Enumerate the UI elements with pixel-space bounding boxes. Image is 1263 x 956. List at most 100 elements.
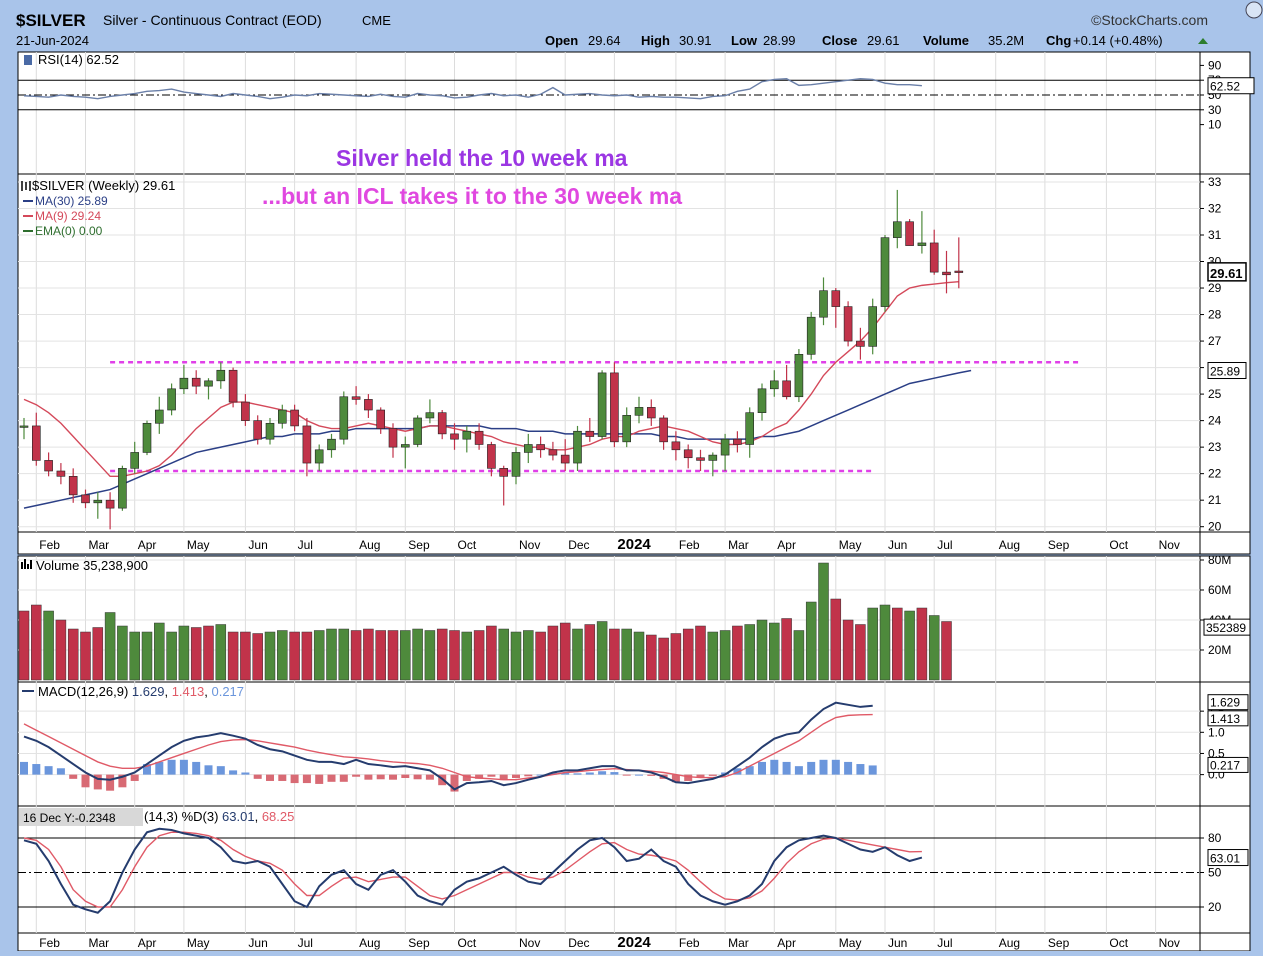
macd-histogram-bar — [561, 772, 570, 775]
rsi-panel-axis — [1199, 51, 1251, 175]
price-tick-label: 32 — [1208, 201, 1222, 215]
candle-body — [585, 430, 595, 437]
volume-bar — [523, 630, 534, 681]
month-label-upper: May — [187, 538, 210, 552]
macd-value-tag — [1207, 694, 1249, 711]
macd-histogram-bar — [216, 766, 225, 775]
high-value: 30.91 — [679, 33, 712, 48]
candle-body — [831, 290, 841, 307]
month-label-lower: Aug — [359, 936, 380, 950]
candle-body — [290, 409, 299, 427]
candle-body — [560, 454, 570, 464]
annotation-line-2: ...but an ICL takes it to the 30 week ma — [262, 183, 682, 209]
price-tick-label: 20 — [1208, 520, 1222, 534]
month-label-upper: Aug — [359, 538, 380, 552]
volume-bar — [670, 633, 682, 681]
low-label: Low — [731, 33, 758, 48]
candle-body — [376, 409, 386, 429]
volume-tick-label: 20M — [1208, 643, 1231, 657]
scroll-button-icon[interactable] — [1245, 1, 1263, 19]
volume-bar — [719, 630, 731, 681]
volume-bar — [326, 628, 337, 681]
macd-histogram-bar — [585, 772, 594, 775]
candle-body — [450, 433, 459, 440]
candle-body — [610, 372, 619, 443]
candle-body — [659, 417, 668, 443]
month-label-upper: Apr — [777, 538, 796, 552]
month-label-lower: Nov — [519, 936, 540, 950]
volume-bar — [756, 619, 768, 681]
macd-histogram-bar — [69, 774, 78, 779]
macd-histogram-bar — [413, 774, 422, 780]
month-label-upper: Nov — [519, 538, 540, 552]
macd-histogram-bar — [192, 761, 201, 775]
month-label-upper: Oct — [458, 538, 477, 552]
candle-body — [68, 476, 78, 496]
volume-bar — [338, 628, 350, 681]
stochastic-panel — [17, 805, 1201, 934]
volume-bar — [436, 628, 448, 681]
macd-value-tag-text: 0.217 — [1210, 758, 1240, 772]
price-tick-label: 23 — [1208, 440, 1222, 454]
candle-body — [179, 377, 189, 390]
candle-body — [19, 425, 29, 428]
month-label-lower: Sep — [408, 936, 430, 950]
rsi-tick-label: 90 — [1208, 58, 1222, 72]
month-label-lower: Aug — [999, 936, 1020, 950]
volume-bar — [203, 625, 214, 681]
volume-bar — [941, 621, 952, 681]
volume-bar — [55, 619, 67, 681]
candle-body — [31, 425, 41, 461]
candle-body — [622, 415, 632, 443]
candle-body — [671, 441, 681, 451]
candle-body — [536, 444, 545, 451]
candle-body — [253, 420, 262, 440]
macd-histogram-bar — [20, 761, 28, 775]
volume-tick-label: 60M — [1208, 583, 1231, 597]
macd-histogram-bar — [782, 761, 791, 775]
macd-histogram-bar — [130, 774, 139, 781]
symbol-title: $SILVER — [16, 11, 86, 30]
macd-histogram-bar — [733, 768, 742, 775]
macd-histogram-bar — [598, 771, 607, 775]
candle-body — [388, 428, 398, 448]
month-label-lower: Sep — [1048, 936, 1070, 950]
rsi-line — [23, 78, 922, 100]
candle-body — [634, 407, 644, 416]
macd-histogram-bar — [266, 774, 274, 781]
volume-tick-label: 80M — [1208, 553, 1231, 567]
macd-histogram-bar — [487, 774, 496, 777]
price-panel-axis — [1199, 173, 1251, 533]
instrument-name: Silver - Continuous Contract (EOD) — [103, 12, 322, 28]
candle-body — [917, 242, 927, 246]
month-label-lower: Oct — [1109, 936, 1128, 950]
macd-histogram-bar — [352, 774, 361, 777]
macd-histogram-bar — [81, 774, 90, 788]
volume-bar — [559, 622, 571, 681]
candle-body — [769, 380, 779, 390]
price-date-axis-right — [1199, 531, 1251, 555]
macd-histogram-bar — [807, 761, 816, 775]
month-label-lower: May — [187, 936, 210, 950]
macd-histogram-bar — [425, 774, 434, 780]
macd-histogram-bar — [32, 764, 41, 775]
macd-histogram-bar — [56, 768, 65, 775]
macd-histogram-bar — [278, 774, 287, 781]
macd-histogram-bar — [770, 759, 779, 775]
volume-bar — [781, 618, 792, 681]
rsi-legend: RSI(14) 62.52 — [38, 52, 119, 67]
volume-bar — [461, 631, 473, 681]
volume-bar — [215, 624, 227, 681]
volume-bar — [744, 624, 755, 681]
macd-histogram-bar — [106, 774, 115, 791]
candle-body — [573, 430, 582, 464]
candle-body — [782, 380, 791, 398]
volume-bar — [486, 625, 497, 681]
annotation-line-1: Silver held the 10 week ma — [336, 145, 628, 171]
month-label-upper: Nov — [1159, 538, 1180, 552]
volume-icon — [21, 559, 32, 569]
month-label-lower: Jun — [888, 936, 907, 950]
macd-histogram-bar — [819, 759, 828, 775]
candle-body — [843, 306, 853, 342]
candle-body — [745, 412, 755, 445]
